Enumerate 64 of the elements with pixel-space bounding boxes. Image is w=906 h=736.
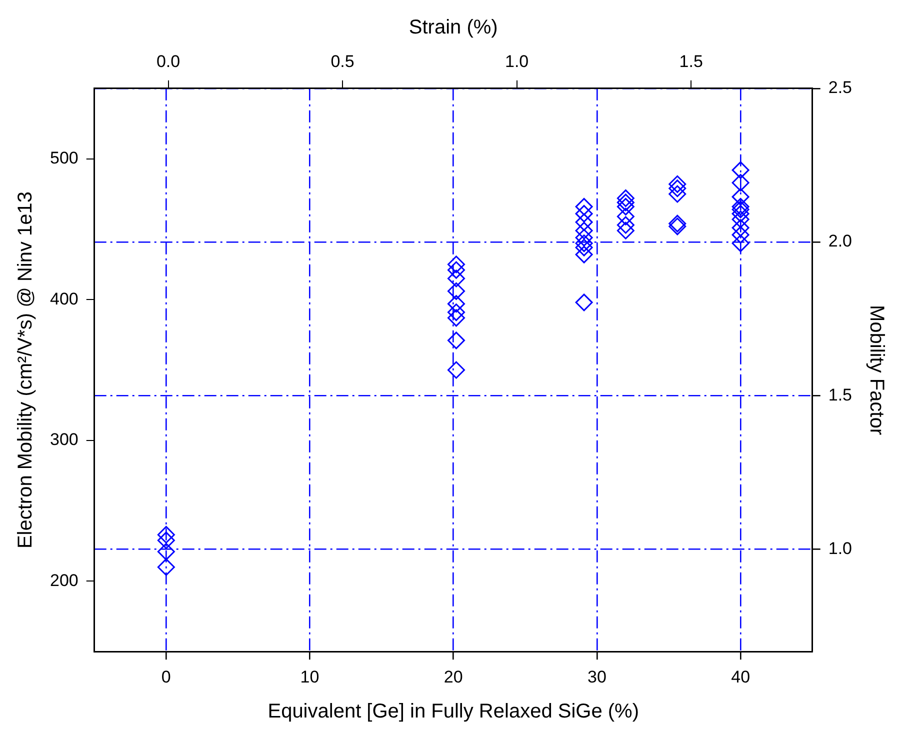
point <box>732 234 750 252</box>
point <box>732 219 750 237</box>
point <box>157 558 175 576</box>
point <box>447 309 465 327</box>
point <box>447 332 465 350</box>
point <box>447 256 465 274</box>
x2-tick-label: 0.0 <box>156 52 180 71</box>
y-tick-label: 500 <box>50 148 78 168</box>
y2-tick-label: 2.5 <box>828 78 852 98</box>
point <box>732 204 750 222</box>
point <box>157 532 175 550</box>
x-axis-title: Equivalent [Ge] in Fully Relaxed SiGe (%) <box>268 700 640 723</box>
point <box>447 261 465 279</box>
point <box>616 198 634 216</box>
point <box>575 213 593 231</box>
x2-tick-label: 0.5 <box>330 52 354 71</box>
x-tick-label: 0 <box>161 667 171 686</box>
point <box>668 218 686 236</box>
point <box>732 188 750 206</box>
point <box>616 189 634 207</box>
point <box>668 185 686 203</box>
x2-axis-title: Strain (%) <box>408 16 498 39</box>
point <box>575 238 593 256</box>
y2-axis-title: Mobility Factor <box>865 304 888 436</box>
point <box>575 204 593 222</box>
point <box>668 214 686 232</box>
point <box>575 222 593 240</box>
point <box>447 270 465 288</box>
point <box>157 526 175 544</box>
x-tick-label: 20 <box>444 667 463 686</box>
point <box>575 228 593 246</box>
point <box>575 234 593 252</box>
point <box>616 208 634 226</box>
point <box>447 282 465 300</box>
x-tick-label: 30 <box>588 667 606 686</box>
point <box>616 216 634 234</box>
y-tick-label: 300 <box>50 430 78 450</box>
y-tick-label: 200 <box>50 570 78 590</box>
point <box>668 180 686 198</box>
x-tick-label: 10 <box>300 667 320 686</box>
point <box>447 304 465 322</box>
y-axis-title: Electron Mobility (cm²/V*s) @ Ninv 1e13 <box>14 191 37 549</box>
point <box>732 200 750 218</box>
point <box>668 175 686 193</box>
point <box>732 226 750 244</box>
point <box>616 194 634 212</box>
x2-tick-label: 1.5 <box>679 52 703 71</box>
point <box>447 295 465 313</box>
point <box>732 174 750 192</box>
point <box>732 210 750 228</box>
x-tick-label: 40 <box>731 667 750 686</box>
point <box>447 361 465 379</box>
x2-tick-label: 1.0 <box>504 52 529 71</box>
point <box>157 542 175 560</box>
y-tick-label: 400 <box>50 289 78 308</box>
point <box>575 198 593 216</box>
y2-tick-label: 2.0 <box>828 232 852 251</box>
point <box>575 246 593 264</box>
point <box>575 294 593 312</box>
point <box>732 161 750 179</box>
y2-tick-label: 1.0 <box>828 538 852 558</box>
y2-tick-label: 1.5 <box>828 385 852 404</box>
point <box>732 198 750 216</box>
point <box>616 222 634 240</box>
